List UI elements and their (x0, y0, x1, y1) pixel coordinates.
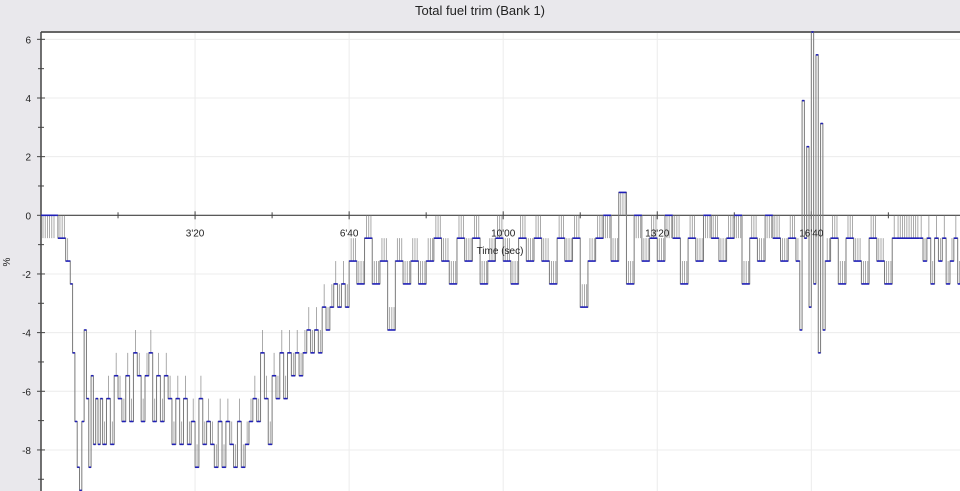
x-tick-label: 16'40 (799, 228, 824, 239)
y-tick-label: -8 (22, 446, 31, 457)
x-tick-label: 6'40 (340, 228, 359, 239)
y-tick-label: 6 (25, 35, 31, 46)
y-tick-label: 0 (25, 211, 31, 222)
y-axis-label: % (2, 257, 13, 266)
y-tick-label: 4 (25, 94, 31, 105)
y-tick-label: -2 (22, 270, 31, 281)
x-tick-label: 3'20 (186, 228, 205, 239)
x-tick-label: 10'00 (491, 228, 516, 239)
plot-area (41, 32, 960, 491)
y-tick-label: -6 (22, 387, 31, 398)
y-tick-label: -4 (22, 329, 31, 340)
y-tick-label: 2 (25, 153, 31, 164)
x-tick-label: 13'20 (645, 228, 670, 239)
x-axis-label: Time (sec) (477, 246, 524, 257)
chart-title: Total fuel trim (Bank 1) (414, 3, 546, 18)
